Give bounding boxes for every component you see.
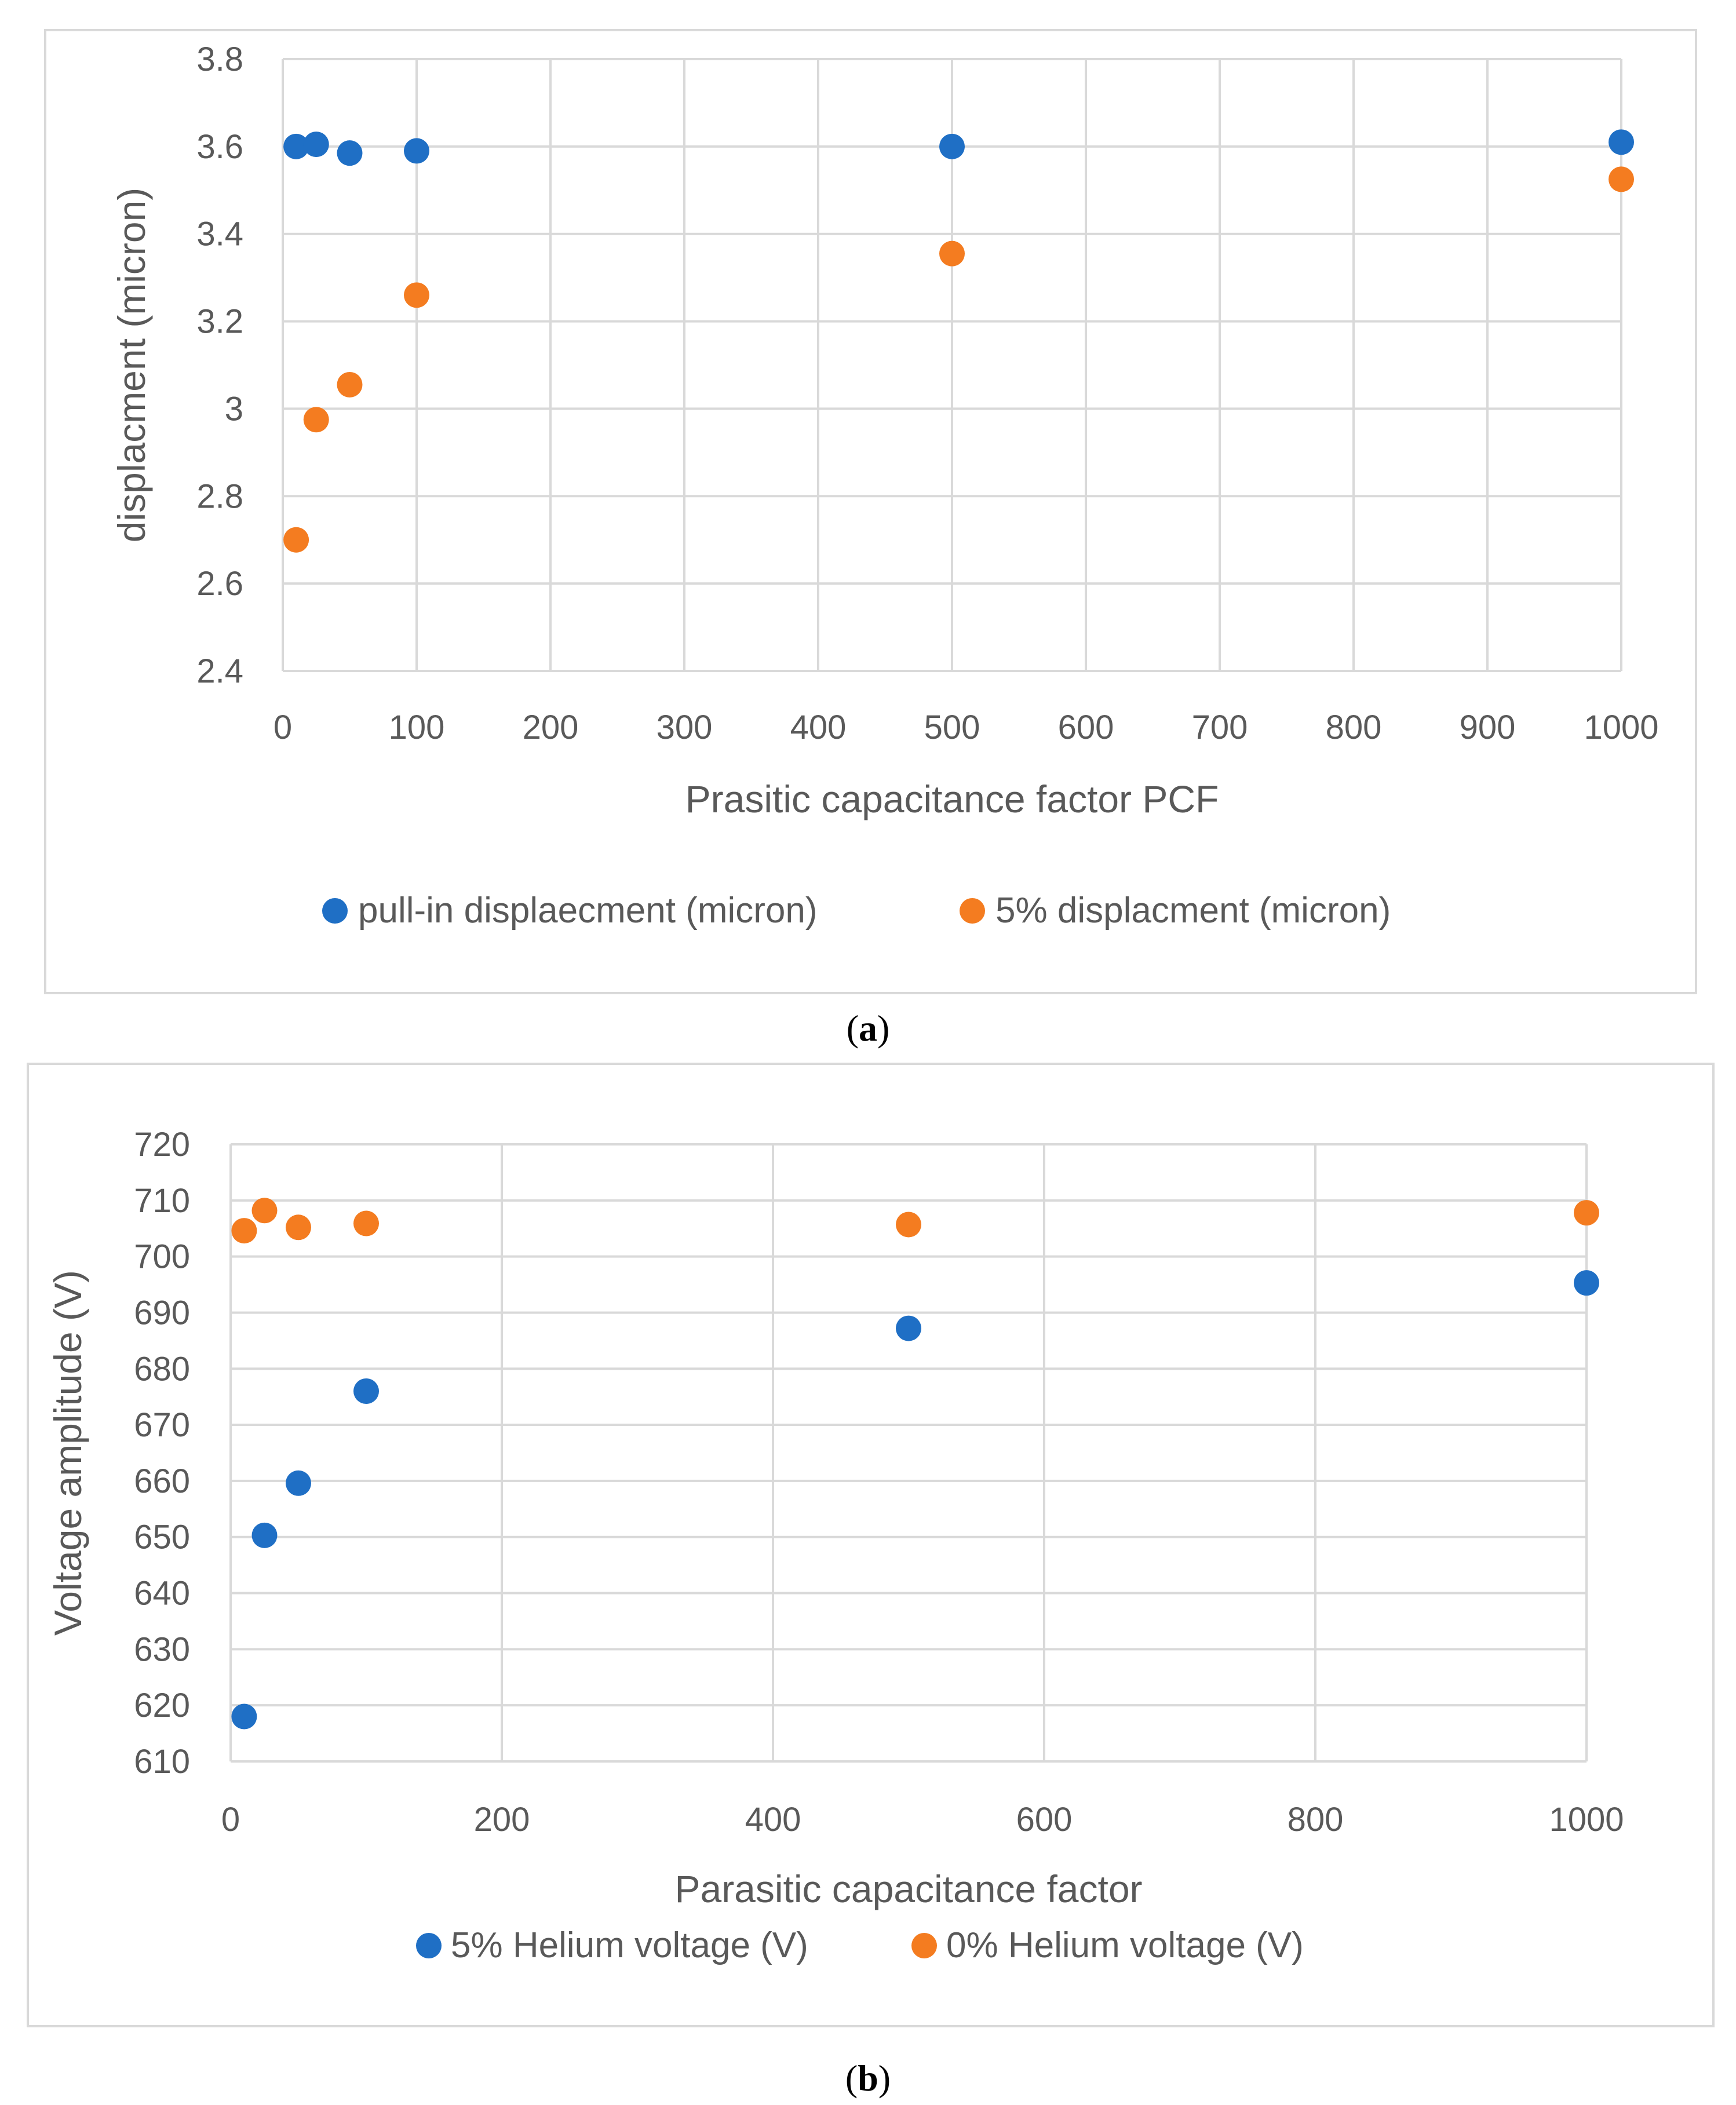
chart-b-series-1-point <box>286 1214 311 1241</box>
chart-a-series-1-point <box>939 240 965 267</box>
caption-b: (b) <box>845 2057 891 2099</box>
chart-a-xtick-label: 200 <box>523 709 579 746</box>
chart-b-legend-label-1: 0% Helium voltage (V) <box>946 1925 1304 1965</box>
chart-b-ytick-label: 700 <box>134 1238 190 1276</box>
chart-a-y-axis-title: displacment (micron) <box>110 188 153 543</box>
chart-a-series-1-point <box>1609 166 1634 192</box>
chart-b-ytick-label: 690 <box>134 1294 190 1331</box>
chart-a-ytick-label: 3.2 <box>196 303 243 341</box>
chart-b-series-1-point <box>896 1212 921 1238</box>
chart-a-series-0-point <box>939 133 965 159</box>
chart-b-ytick-label: 680 <box>134 1350 190 1388</box>
chart-a-legend-label-0: pull-in displaecment (micron) <box>358 891 818 931</box>
chart-b-legend-marker-1 <box>911 1933 937 1958</box>
chart-a-xtick-label: 100 <box>389 709 445 746</box>
caption-a: (a) <box>846 1008 890 1049</box>
chart-b-series-0-point <box>1574 1270 1599 1296</box>
chart-b-legend-label-0: 5% Helium voltage (V) <box>451 1925 808 1965</box>
caption-b-letter: b <box>858 2057 878 2099</box>
chart-b-series-1-point <box>353 1210 379 1236</box>
chart-a-xtick-label: 800 <box>1326 709 1382 746</box>
chart-b-ytick-label: 670 <box>134 1406 190 1444</box>
chart-b-series-0-point <box>251 1522 278 1548</box>
chart-a-xtick-label: 700 <box>1192 709 1248 746</box>
chart-a-series-1-point <box>283 527 309 553</box>
chart-b-ytick-label: 710 <box>134 1182 190 1220</box>
chart-a-xtick-label: 500 <box>924 709 980 746</box>
chart-a-xtick-label: 600 <box>1058 709 1114 746</box>
chart-b-xtick-label: 200 <box>474 1801 530 1838</box>
chart-b-series-0-point <box>286 1470 311 1496</box>
chart-a-series-0-point <box>283 133 309 159</box>
chart-a-legend-marker-1 <box>960 898 985 924</box>
chart-a-ytick-label: 3.4 <box>196 216 243 253</box>
chart-a-series-0-point <box>404 138 429 164</box>
chart-b-series-0-point <box>231 1703 257 1730</box>
caption-a-letter: a <box>859 1008 877 1049</box>
chart-b-xtick-label: 0 <box>221 1801 240 1838</box>
chart-b-xtick-label: 600 <box>1016 1801 1073 1838</box>
chart-b-ytick-label: 610 <box>134 1743 190 1781</box>
chart-b-ytick-label: 620 <box>134 1687 190 1724</box>
chart-a-xtick-label: 300 <box>657 709 713 746</box>
chart-a-xtick-label: 1000 <box>1584 709 1658 746</box>
chart-b-series-1-point <box>251 1198 278 1224</box>
chart-a-ytick-label: 3.8 <box>196 41 243 78</box>
chart-a-ytick-label: 3 <box>225 390 243 428</box>
chart-b-xtick-label: 1000 <box>1549 1801 1624 1838</box>
chart-a-xtick-label: 900 <box>1460 709 1516 746</box>
chart-a-xtick-label: 0 <box>273 709 292 746</box>
chart-a-series-1-point <box>337 371 363 397</box>
chart-b-ytick-label: 650 <box>134 1519 190 1556</box>
chart-a-series-0-point <box>303 132 329 158</box>
chart-a: 2.4 2.6 2.8 3 3.2 3.4 3.6 3.8 0 100 200 300 400 500 60… <box>110 41 1659 931</box>
chart-a-xtick-label: 400 <box>790 709 847 746</box>
chart-a-x-axis-title: Prasitic capacitance factor PCF <box>685 778 1219 820</box>
chart-b-series-0-point <box>353 1378 379 1404</box>
chart-a-series-0-point <box>1609 129 1634 155</box>
chart-b-xtick-label: 400 <box>745 1801 801 1838</box>
chart-b-series-0-point <box>896 1315 921 1341</box>
chart-a-legend-marker-0 <box>322 898 348 924</box>
chart-b-ytick-label: 630 <box>134 1630 190 1668</box>
chart-a-legend-label-1: 5% displacment (micron) <box>995 891 1391 931</box>
chart-b-ytick-label: 640 <box>134 1575 190 1613</box>
chart-a-frame <box>44 29 1697 994</box>
chart-b-y-axis-title: Voltage amplitude (V) <box>46 1270 89 1636</box>
chart-a-ytick-label: 2.6 <box>196 565 243 603</box>
chart-a-series-1-point <box>303 407 329 433</box>
chart-b-x-axis-title: Parasitic capacitance factor <box>674 1867 1142 1910</box>
chart-b-ytick-label: 720 <box>134 1126 190 1163</box>
chart-a-ytick-label: 2.8 <box>196 477 243 515</box>
chart-a-ytick-label: 2.4 <box>196 652 243 690</box>
chart-b-series-1-point <box>1574 1200 1599 1226</box>
chart-b: 610 620 630 640 650 660 670 680 690 700 710 720 0 200… <box>46 1126 1624 1965</box>
chart-b-ytick-label: 660 <box>134 1462 190 1500</box>
chart-b-series-1-point <box>231 1218 257 1244</box>
chart-a-series-1-point <box>404 282 429 308</box>
chart-a-series-0-point <box>337 140 363 166</box>
chart-b-legend-marker-0 <box>416 1933 442 1958</box>
chart-b-xtick-label: 800 <box>1288 1801 1344 1838</box>
chart-a-ytick-label: 3.6 <box>196 128 243 166</box>
